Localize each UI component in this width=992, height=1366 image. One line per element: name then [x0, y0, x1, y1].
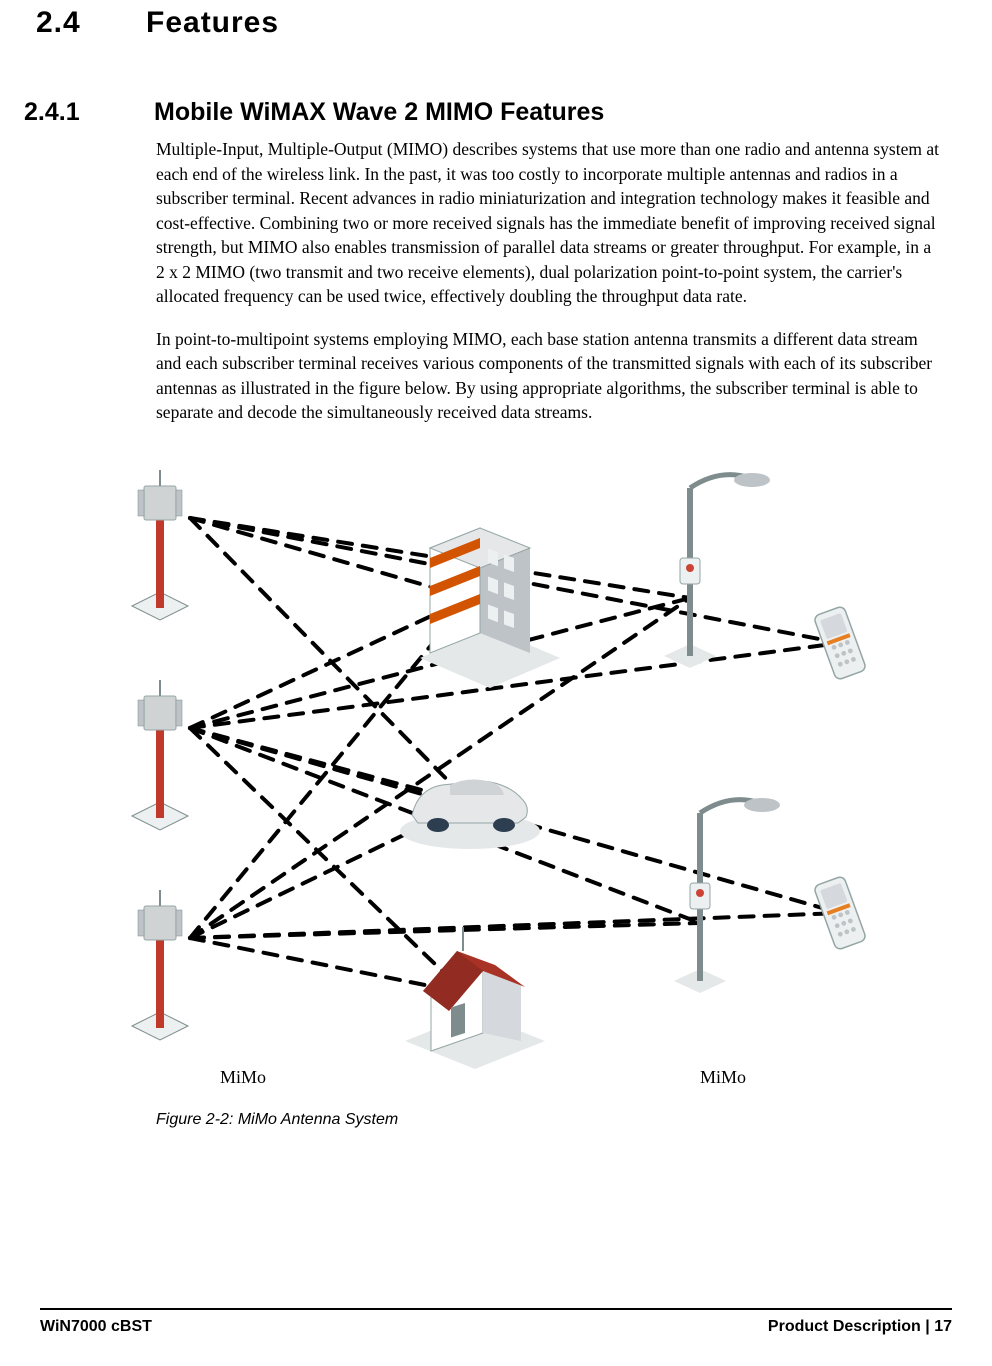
svg-text:MiMo: MiMo: [700, 1067, 746, 1087]
footer-page-number: 17: [934, 1318, 952, 1335]
paragraph-1: Multiple-Input, Multiple-Output (MIMO) d…: [156, 137, 942, 309]
footer-left: WiN7000 cBST: [40, 1318, 152, 1336]
section-number: 2.4: [36, 6, 146, 40]
subsection-title: Mobile WiMAX Wave 2 MIMO Features: [154, 98, 604, 126]
subsection-heading: 2.4.1Mobile WiMAX Wave 2 MIMO Features: [24, 98, 952, 127]
figure-mimo-diagram: MiMo MiMo: [100, 443, 950, 1103]
paragraph-2: In point-to-multipoint systems employing…: [156, 327, 942, 425]
footer-doc-label: Product Description: [768, 1318, 921, 1335]
footer-right: Product Description | 17: [768, 1318, 952, 1336]
mimo-diagram-svg: MiMo MiMo: [100, 443, 950, 1103]
subsection-number: 2.4.1: [24, 98, 154, 127]
section-heading: 2.4Features: [36, 6, 952, 40]
section-title: Features: [146, 6, 279, 39]
footer-sep: |: [921, 1318, 934, 1335]
page-footer: WiN7000 cBST Product Description | 17: [40, 1308, 952, 1336]
figure-caption: Figure 2-2: MiMo Antenna System: [156, 1111, 952, 1129]
svg-text:MiMo: MiMo: [220, 1067, 266, 1087]
